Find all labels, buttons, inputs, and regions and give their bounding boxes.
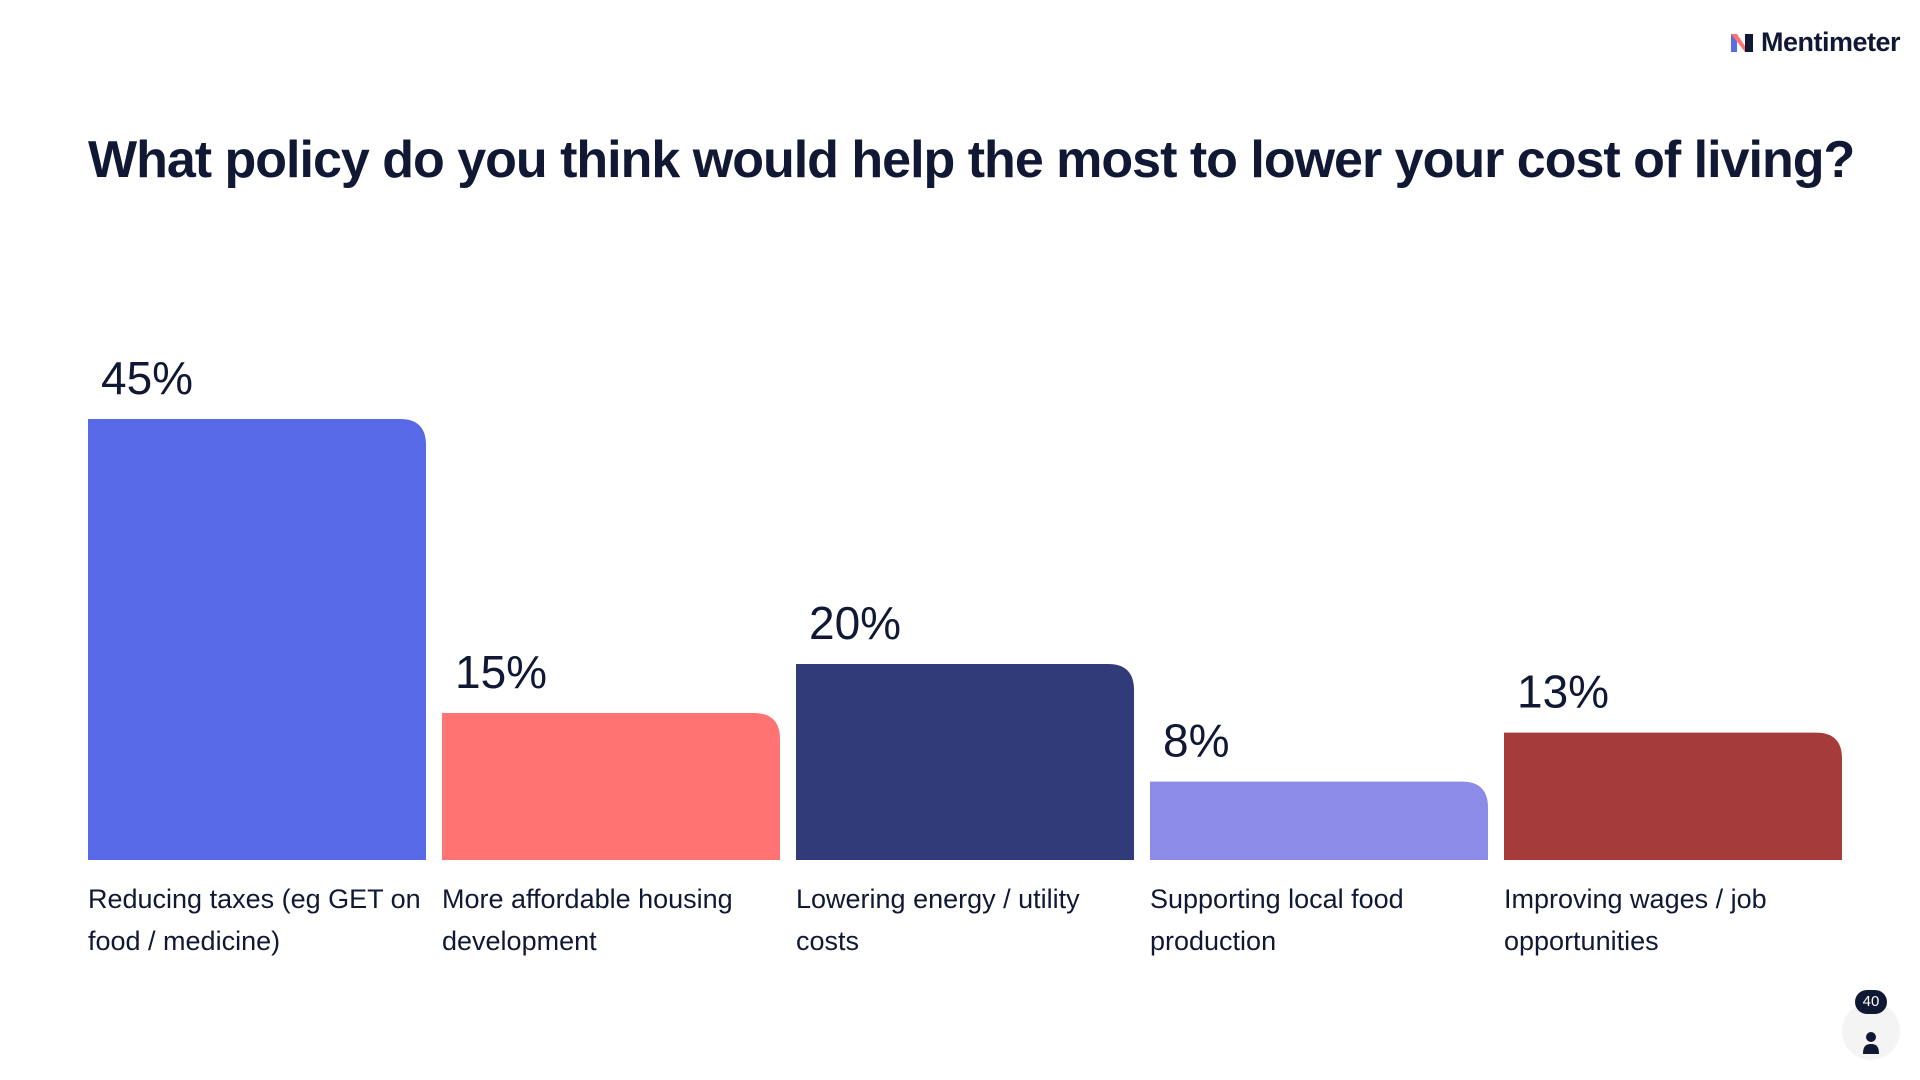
- bar-value-label-1: 45%: [101, 352, 193, 404]
- category-label-2: More affordable housing development: [442, 884, 733, 956]
- category-label-5: Improving wages / job opportunities: [1504, 884, 1767, 956]
- bar-2: [442, 713, 780, 860]
- brand: Mentimeter: [1730, 27, 1901, 58]
- bar-value-label-4: 8%: [1163, 715, 1229, 767]
- participant-count-badge: 40: [1855, 990, 1887, 1014]
- bar-1: [88, 419, 426, 860]
- participants-indicator[interactable]: 40: [1842, 990, 1900, 1060]
- bar-value-label-3: 20%: [809, 597, 901, 649]
- bar-3: [796, 664, 1134, 860]
- bar-value-label-2: 15%: [455, 646, 547, 698]
- bar-4: [1150, 781, 1488, 860]
- question-title: What policy do you think would help the …: [88, 131, 1855, 189]
- brand-name: Mentimeter: [1760, 27, 1901, 57]
- mentimeter-logo-icon: [1730, 33, 1753, 52]
- bar-value-label-5: 13%: [1517, 666, 1609, 718]
- category-label-3: Lowering energy / utility costs: [796, 884, 1080, 956]
- category-label-4: Supporting local food production: [1150, 884, 1404, 956]
- category-label-1: Reducing taxes (eg GET on food / medicin…: [88, 884, 421, 956]
- person-icon: [1863, 1032, 1879, 1054]
- bar-5: [1504, 732, 1842, 860]
